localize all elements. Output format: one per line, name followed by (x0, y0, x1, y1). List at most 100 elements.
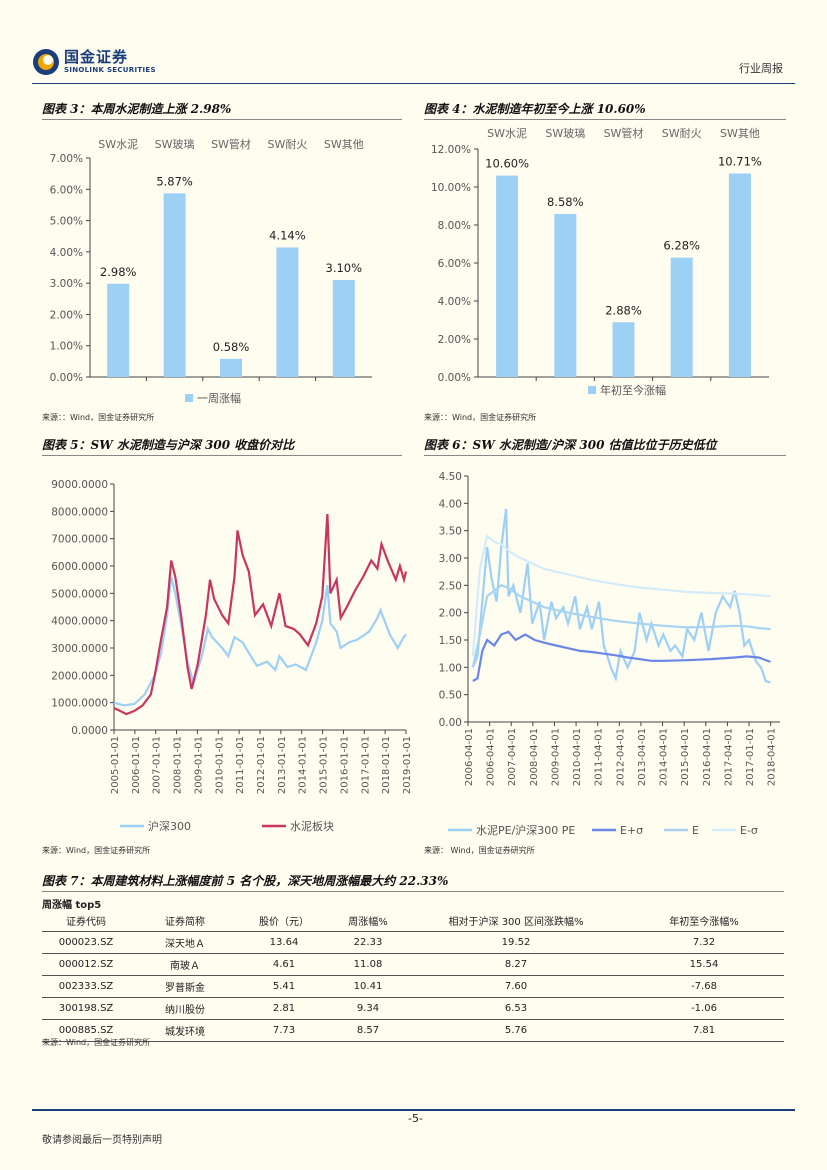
series-line (471, 534, 771, 657)
legend-label: E-σ (740, 824, 758, 837)
series-line (113, 514, 408, 716)
category-label: SW耐火 (662, 127, 702, 140)
fig5-chart: 0.0000 1000.0000 2000.0000 3000.0000 4000.00… (51, 479, 412, 833)
x-tick-label: 2015-04-01 (680, 728, 691, 786)
table-header: 相对于沪深 300 区间涨跌幅% (408, 910, 624, 932)
x-tick-label: 2010-04-01 (572, 728, 583, 786)
x-tick-label: 2019-01-01 (402, 736, 412, 794)
y-tick-label: 2.00 (439, 608, 462, 620)
table-cell: 000885.SZ (42, 1019, 130, 1042)
table-row: 300198.SZ 纳川股份 2.81 9.34 6.53 -1.06 (42, 997, 784, 1020)
y-tick-label: 9000.0000 (51, 479, 108, 491)
y-tick-label: 10.00% (431, 182, 471, 194)
x-tick-label: 2015-01-01 (319, 736, 330, 794)
top5-table: 证券代码 证券简称 股价（元） 周涨幅% 相对于沪深 300 区间涨跌幅% 年初… (42, 910, 784, 1042)
series-line (113, 576, 407, 707)
table-cell: 7.60 (408, 975, 624, 998)
disclaimer: 敬请参阅最后一页特别声明 (42, 1135, 162, 1146)
data-label: 4.14% (269, 228, 306, 242)
y-tick-label: 3.50 (439, 526, 462, 538)
y-tick-label: 2.00% (50, 309, 83, 321)
x-tick-label: 2012-04-01 (615, 728, 626, 786)
table-header: 股价（元） (240, 910, 328, 932)
y-tick-label: 4.00% (50, 247, 83, 259)
table-cell: 000023.SZ (42, 931, 130, 954)
table-cell: -7.68 (624, 975, 784, 998)
x-tick-label: 2008-04-01 (529, 728, 540, 786)
data-label: 8.58% (547, 195, 584, 209)
table-cell: 002333.SZ (42, 975, 130, 998)
y-tick-label: 0.50 (439, 690, 462, 702)
x-tick-label: 2011-01-01 (235, 736, 246, 794)
bar (220, 358, 242, 377)
report-type: 行业周报 (739, 62, 783, 75)
table-cell: 000012.SZ (42, 953, 130, 976)
y-tick-label: 7000.0000 (51, 534, 108, 546)
table-cell: 7.81 (624, 1019, 784, 1042)
fig7-source: 来源：Wind，国金证券研究所 (42, 1038, 151, 1047)
table-cell: 7.32 (624, 931, 784, 954)
table-cell: -1.06 (624, 997, 784, 1020)
x-tick-label: 2007-01-01 (152, 736, 163, 794)
x-tick-label: 2006-04-01 (464, 728, 475, 786)
category-label: SW其他 (720, 127, 760, 140)
y-tick-label: 2.50 (439, 580, 462, 592)
series-line (472, 630, 771, 682)
fig3-source: 来源：：Wind，国金证券研究所 (42, 413, 155, 422)
y-tick-label: 0.00 (439, 717, 462, 729)
data-label: 10.60% (485, 157, 529, 171)
x-tick-label: 2012-01-01 (256, 736, 267, 794)
table-cell: 5.76 (408, 1019, 624, 1042)
y-tick-label: 12.00% (431, 144, 471, 156)
bar (163, 193, 186, 377)
data-label: 0.58% (213, 340, 250, 354)
table-caption: 周涨幅 top5 (42, 900, 102, 911)
table-cell: 5.41 (240, 975, 328, 998)
series-line (471, 508, 771, 684)
fig4-source: 来源：：Wind，国金证券研究所 (424, 413, 537, 422)
data-label: 2.98% (100, 265, 137, 279)
bar (496, 175, 519, 377)
y-tick-label: 8000.0000 (51, 506, 108, 518)
category-label: SW玻璃 (155, 137, 195, 151)
fig6-chart: 0.00 0.50 1.00 1.50 2.00 2.50 3.00 3.50 4.00 4.50… (439, 471, 780, 837)
fig6-source: 来源： Wind，国金证券研究所 (424, 846, 535, 855)
x-tick-label: 2013-04-01 (637, 728, 648, 786)
table-cell: 11.08 (328, 953, 408, 976)
table-row: 002333.SZ 罗普斯金 5.41 10.41 7.60 -7.68 (42, 975, 784, 998)
y-tick-label: 0.00% (50, 372, 83, 384)
x-tick-label: 2017-01-01 (360, 736, 371, 794)
fig4-title: 图表 4：水泥制造年初至今上涨 10.60% (424, 100, 786, 120)
x-tick-label: 2018-01-01 (381, 736, 392, 794)
data-label: 6.28% (663, 239, 700, 253)
table-cell: 300198.SZ (42, 997, 130, 1020)
table-header-row: 证券代码 证券简称 股价（元） 周涨幅% 相对于沪深 300 区间涨跌幅% 年初… (42, 910, 784, 932)
y-tick-label: 4.50 (439, 471, 462, 483)
y-tick-label: 6000.0000 (51, 561, 108, 573)
x-tick-label: 2006-01-01 (131, 736, 142, 794)
bar (612, 322, 635, 377)
y-tick-label: 4000.0000 (51, 616, 108, 628)
table-cell: 15.54 (624, 953, 784, 976)
fig6-title: 图表 6：SW 水泥制造/沪深 300 估值比位于历史低位 (424, 436, 786, 456)
x-tick-label: 2017-01-01 (745, 728, 756, 786)
y-tick-label: 1.00 (439, 662, 462, 674)
table-cell: 10.41 (328, 975, 408, 998)
legend-swatch (185, 394, 193, 402)
fig5-title: 图表 5：SW 水泥制造与沪深 300 收盘价对比 (42, 436, 402, 456)
table-cell: 2.81 (240, 997, 328, 1020)
data-label: 5.87% (156, 174, 193, 188)
y-tick-label: 2000.0000 (51, 670, 108, 682)
x-tick-label: 2006-04-01 (486, 728, 497, 786)
bar (107, 283, 130, 377)
footer-divider (32, 1109, 795, 1111)
category-label: SW水泥 (98, 138, 138, 151)
y-tick-label: 1.00% (50, 341, 83, 353)
series-line (471, 584, 771, 668)
y-tick-label: 0.00% (438, 372, 471, 384)
x-tick-label: 2009-04-01 (550, 728, 561, 786)
y-tick-label: 5000.0000 (51, 588, 108, 600)
category-label: SW耐火 (267, 138, 307, 151)
x-tick-label: 2009-01-01 (193, 736, 204, 794)
fig3-chart: 0.00% 1.00% 2.00% 3.00% 4.00% 5.00% 6.00% 7.00%… (50, 137, 372, 405)
